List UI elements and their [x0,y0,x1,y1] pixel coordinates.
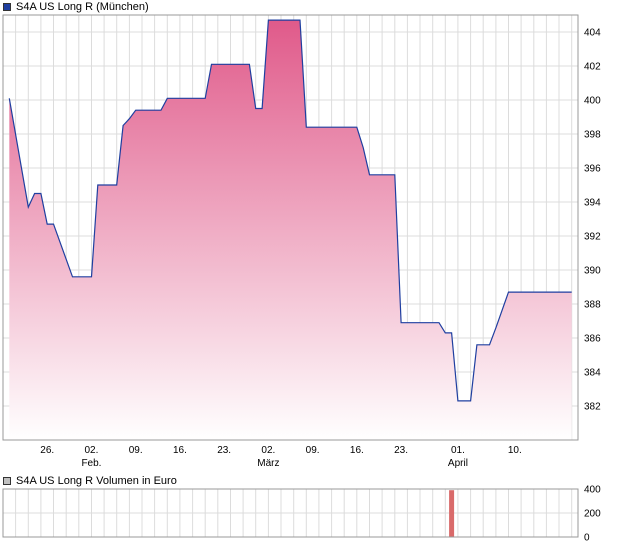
price-x-tick-label: 09. [129,445,143,456]
price-x-tick-label: 01. [451,445,465,456]
price-x-tick-label: 02. [261,445,275,456]
volume-bar [449,490,455,537]
volume-plot-frame [2,488,579,538]
volume-legend-label: S4A US Long R Volumen in Euro [16,475,177,487]
price-x-month-label: März [257,458,279,469]
price-legend: S4A US Long R (München) [3,0,149,14]
price-y-axis: 382 384 386 388 390 392 394 396 398 400 402 404 [584,28,601,413]
price-x-tick-label: 16. [173,445,187,456]
price-legend-label: S4A US Long R (München) [16,1,149,13]
volume-grid [3,488,578,538]
price-y-tick-label: 402 [584,62,601,73]
price-y-tick-label: 388 [584,300,601,311]
price-y-tick-label: 384 [584,368,601,379]
price-y-tick-label: 390 [584,266,601,277]
price-x-axis: 26. 02. 09. 16. 23. 02. 09. 16. 23. 01. 10. Feb. Mär… [40,445,521,469]
price-x-month-label: Feb. [81,458,101,469]
price-y-tick-label: 398 [584,130,601,141]
price-x-tick-label: 09. [306,445,320,456]
price-x-tick-label: 02. [85,445,99,456]
price-y-tick-label: 392 [584,232,601,243]
volume-bars [449,490,455,537]
price-plot-frame [2,14,579,441]
price-y-tick-label: 404 [584,28,601,39]
volume-y-tick-label: 400 [584,485,601,496]
price-y-tick-label: 400 [584,96,601,107]
volume-legend-swatch [3,477,11,485]
price-area [9,20,572,440]
price-x-tick-label: 23. [394,445,408,456]
volume-y-tick-label: 200 [584,509,601,520]
price-y-tick-label: 394 [584,198,601,209]
price-line [8,19,572,402]
volume-legend: S4A US Long R Volumen in Euro [3,474,177,488]
price-legend-swatch [3,3,11,11]
price-y-tick-label: 386 [584,334,601,345]
price-y-tick-label: 382 [584,402,601,413]
price-y-tick-label: 396 [584,164,601,175]
volume-y-axis: 0 200 400 [584,485,601,544]
price-x-tick-label: 23. [217,445,231,456]
price-x-tick-label: 26. [40,445,54,456]
volume-y-tick-label: 0 [584,533,590,544]
price-x-month-label: April [448,458,468,469]
price-x-tick-label: 10. [508,445,522,456]
price-x-tick-label: 16. [350,445,364,456]
